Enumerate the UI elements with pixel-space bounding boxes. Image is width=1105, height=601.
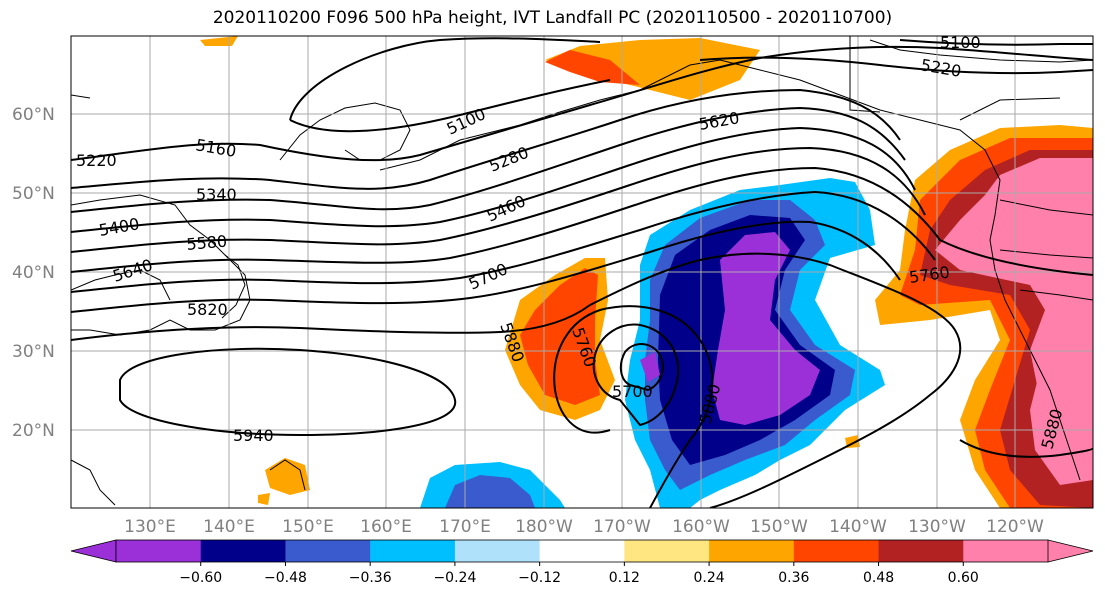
- height-contours: [71, 37, 1093, 508]
- lon-label: 160°E: [360, 517, 412, 537]
- ivt-shading: [200, 36, 1093, 508]
- lon-label: 120°W: [986, 517, 1044, 537]
- colorbar: −0.60 −0.48 −0.36 −0.24 −0.12 0.12 0.24 0.36 0.4…: [70, 539, 1094, 586]
- colorbar-cell: [370, 540, 456, 562]
- colorbar-cell: [624, 540, 710, 562]
- colorbar-extend-min: [70, 539, 117, 563]
- lon-label: 150°E: [282, 517, 334, 537]
- contour-label: 5640: [110, 255, 155, 286]
- colorbar-cell: [963, 540, 1049, 562]
- colorbar-cell: [878, 540, 964, 562]
- colorbar-tick-label: −0.24: [433, 570, 476, 586]
- colorbar-tick-label: 0.60: [948, 570, 979, 586]
- contour-label: 5160: [194, 135, 237, 161]
- colorbar-cell: [539, 540, 625, 562]
- contour-label: 5100: [444, 104, 489, 138]
- colorbar-tick-label: 0.12: [609, 570, 640, 586]
- lon-label: 170°W: [593, 517, 651, 537]
- lon-label: 160°W: [672, 517, 730, 537]
- colorbar-cell: [793, 540, 880, 562]
- colorbar-tick-label: −0.12: [518, 570, 561, 586]
- contour-label: 5460: [484, 191, 529, 225]
- contour-label: 5280: [486, 143, 531, 176]
- contour-label: 5580: [186, 232, 228, 254]
- map-plot-area: 5100 5220 5220 5160 5100 5280 5620 5340 …: [71, 33, 1093, 508]
- lon-label: 130°W: [908, 517, 966, 537]
- map-frame: [70, 35, 1094, 509]
- lon-label: 170°E: [439, 517, 491, 537]
- lon-label: 130°E: [124, 517, 176, 537]
- colorbar-cell: [454, 540, 541, 562]
- colorbar-tick-label: 0.24: [694, 570, 725, 586]
- contour-label: 5220: [76, 151, 117, 170]
- colorbar-cell: [116, 540, 202, 562]
- lon-label: 150°W: [750, 517, 808, 537]
- colorbar-cell: [285, 540, 371, 562]
- lat-label: 20°N: [12, 421, 55, 441]
- contour-label: 5620: [697, 108, 740, 134]
- colorbar-cell: [709, 540, 795, 562]
- contour-label: 5400: [97, 214, 140, 240]
- colorbar-cell: [200, 540, 286, 562]
- lat-label: 30°N: [12, 342, 55, 362]
- lat-label: 60°N: [12, 105, 55, 125]
- contour-label: 5820: [187, 300, 228, 319]
- latitude-labels: 60°N 50°N 40°N 30°N 20°N: [12, 105, 55, 441]
- contour-label: 5340: [196, 185, 237, 204]
- longitude-labels: 130°E 140°E 150°E 160°E 170°E 180°W 170°…: [124, 517, 1044, 537]
- contour-label: 5700: [612, 382, 653, 401]
- colorbar-tick-label: 0.48: [863, 570, 894, 586]
- map-title: 2020110200 F096 500 hPa height, IVT Land…: [212, 8, 893, 28]
- contour-label: 5100: [940, 33, 981, 52]
- colorbar-tick-label: −0.36: [349, 570, 392, 586]
- colorbar-border: [115, 539, 1049, 563]
- lat-label: 50°N: [12, 184, 55, 204]
- lon-label: 140°E: [203, 517, 255, 537]
- contour-label: 5940: [233, 426, 274, 445]
- colorbar-extend-max: [1047, 539, 1094, 563]
- lat-label: 40°N: [12, 263, 55, 283]
- lon-label: 180°W: [515, 517, 573, 537]
- colorbar-tick-label: 0.36: [778, 570, 809, 586]
- contour-label: 5700: [466, 259, 511, 293]
- contour-label: 5220: [919, 55, 962, 81]
- lon-label: 140°W: [829, 517, 887, 537]
- colorbar-tick-label: −0.60: [179, 570, 222, 586]
- colorbar-tick-label: −0.48: [264, 570, 307, 586]
